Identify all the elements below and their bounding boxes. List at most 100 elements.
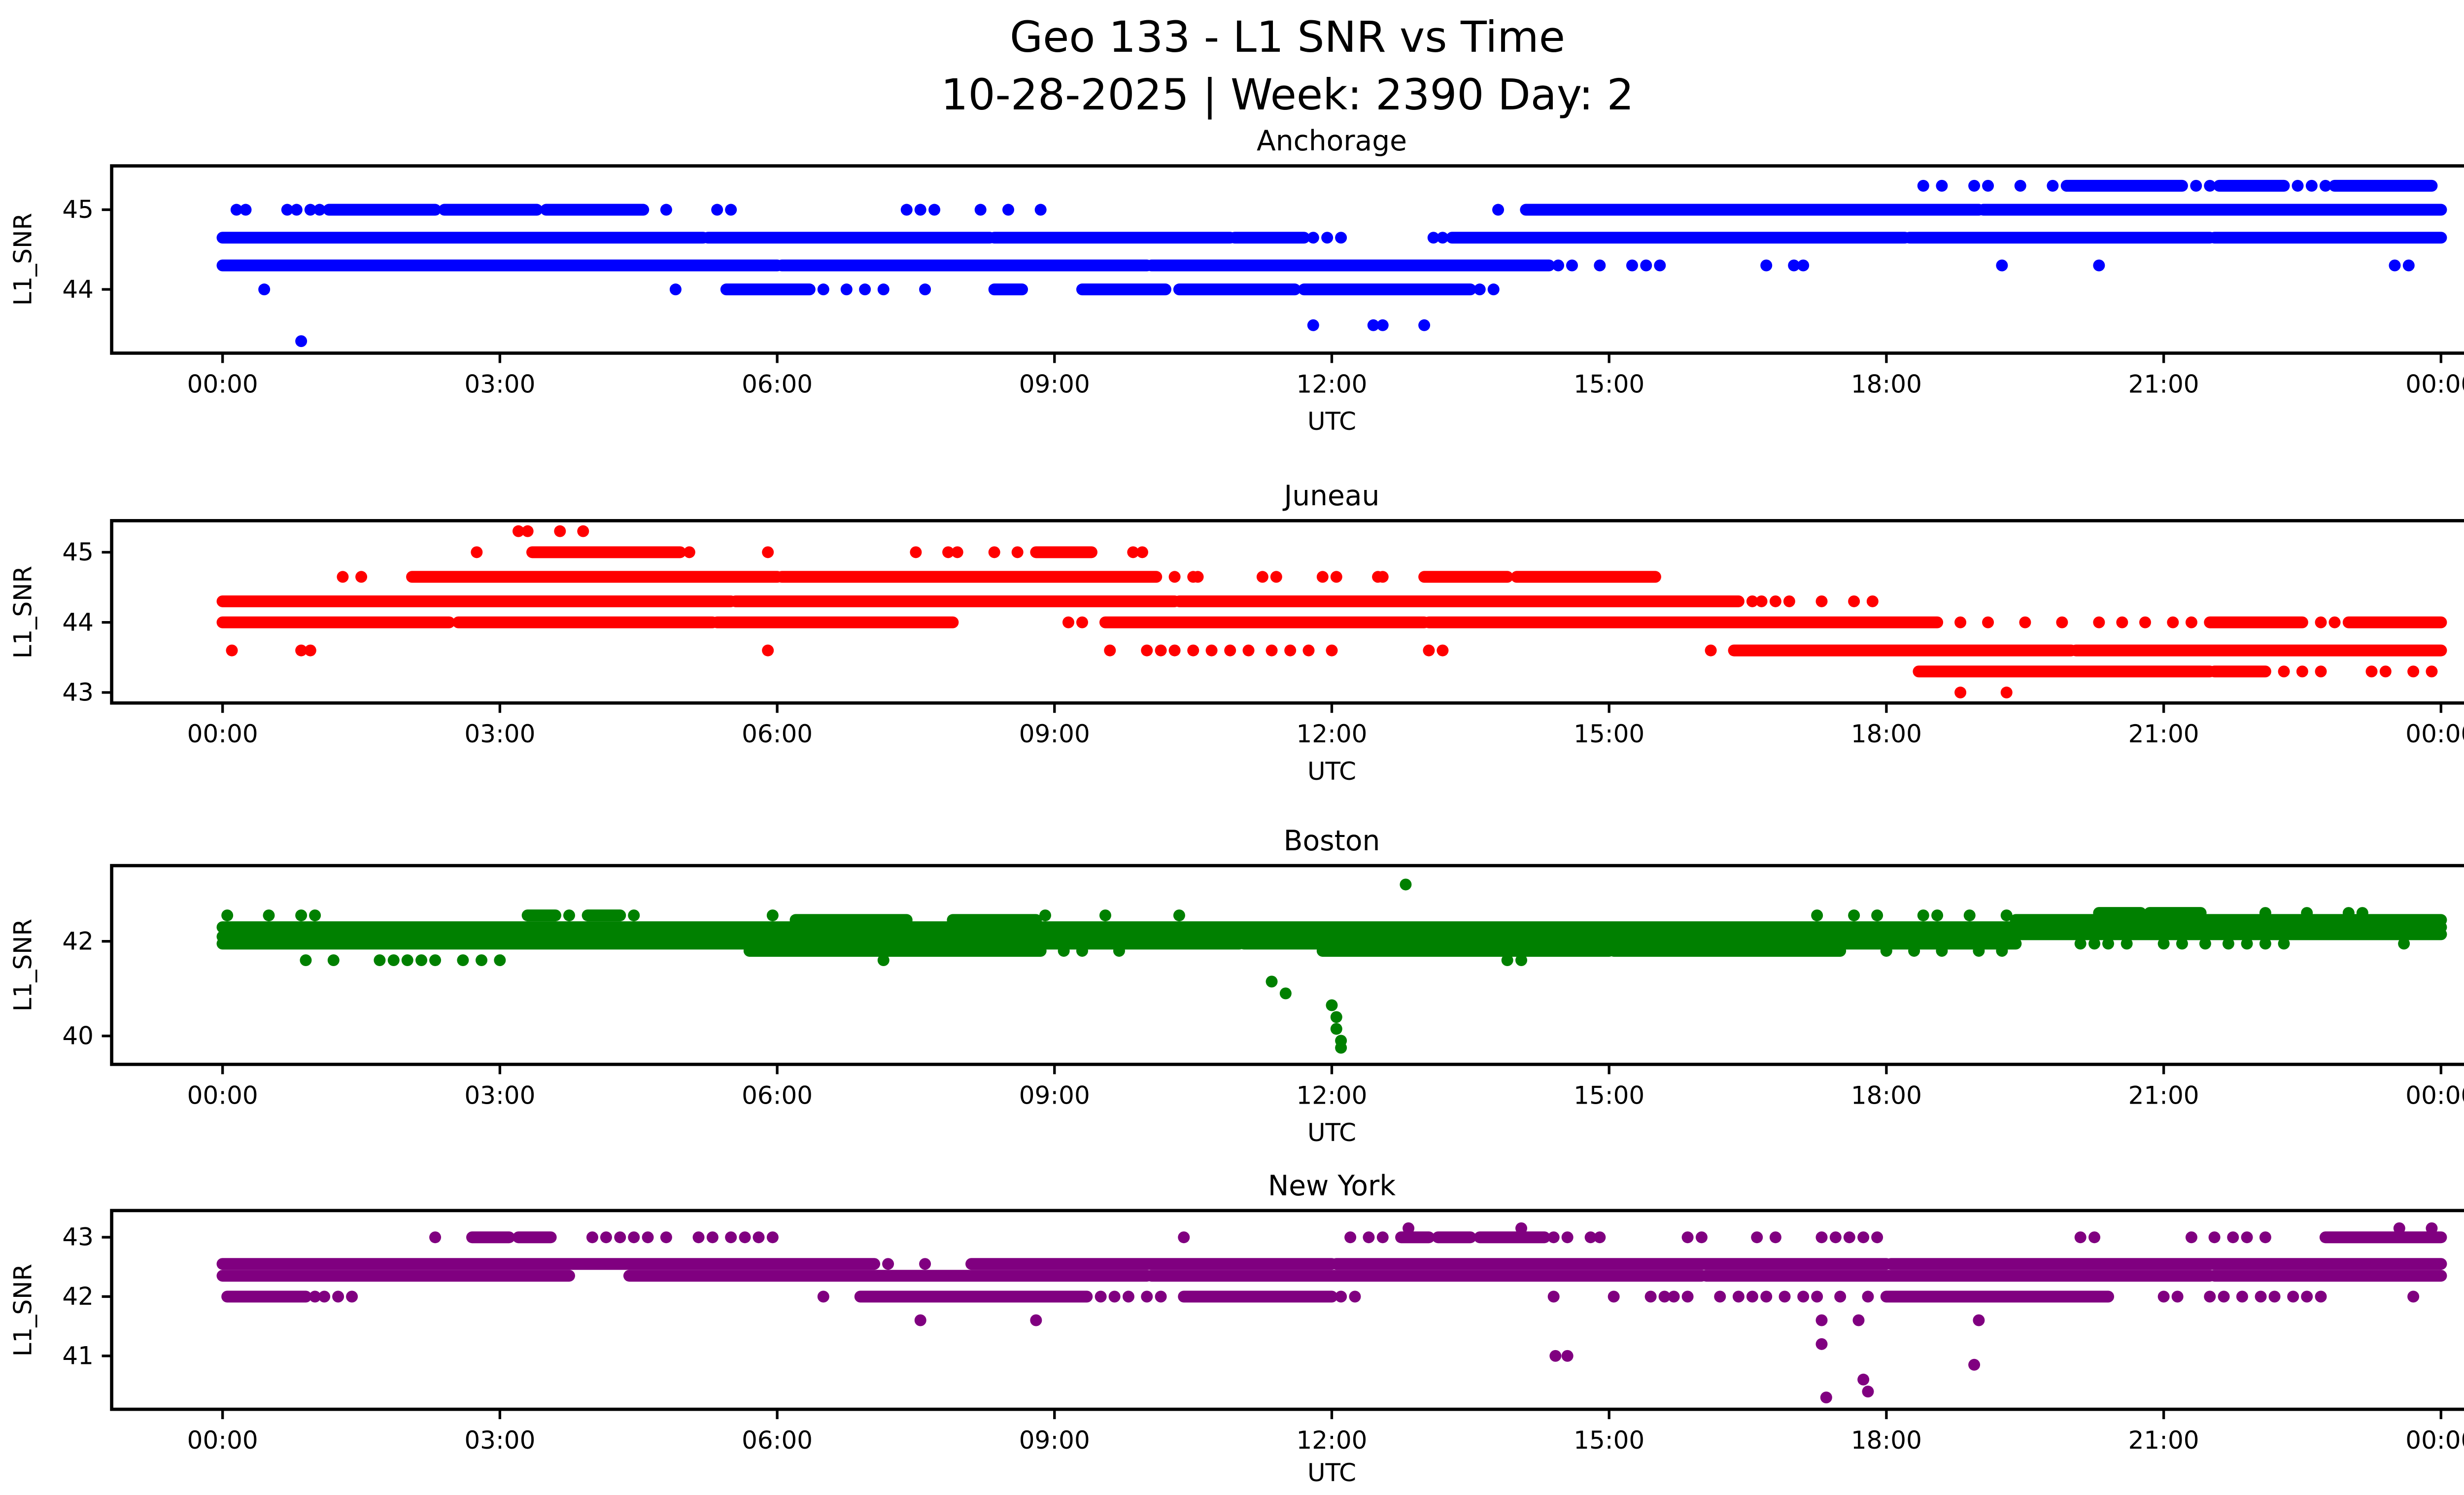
data-point: [2157, 1290, 2170, 1303]
data-point: [221, 909, 234, 922]
panel-juneau: 00:00 03:00 06:00 09:00 12:00 15:00 18:00 21:00…: [62, 519, 2464, 748]
data-point: [1326, 644, 1338, 657]
series-points: [309, 1222, 2438, 1404]
data-point: [309, 1290, 321, 1303]
data-point: [2074, 938, 2087, 950]
data-point: [1192, 571, 1204, 583]
data-point: [1705, 644, 1717, 657]
data-point: [2287, 1290, 2299, 1303]
data-point: [725, 1231, 737, 1244]
data-point: [1968, 1358, 1981, 1371]
data-point: [1811, 909, 1823, 922]
x-tick-label: 06:00: [742, 1081, 813, 1110]
data-point: [2208, 1231, 2221, 1244]
data-point: [1335, 1042, 1347, 1054]
data-point: [2255, 1290, 2267, 1303]
data-point: [2268, 1290, 2281, 1303]
data-point: [2389, 259, 2401, 272]
x-tick-label: 03:00: [464, 720, 535, 748]
data-point: [2296, 665, 2308, 678]
data-point: [766, 909, 779, 922]
data-point: [914, 1314, 926, 1326]
x-tick-label: 15:00: [1574, 720, 1644, 748]
data-point: [1039, 909, 1051, 922]
data-point: [429, 1231, 442, 1244]
data-point: [1307, 319, 1319, 331]
data-point: [877, 283, 890, 296]
x-tick-label: 12:00: [1296, 1426, 1367, 1455]
x-tick-label: 03:00: [464, 1081, 535, 1110]
data-point: [1187, 644, 1199, 657]
data-point: [1815, 1314, 1828, 1326]
data-point: [1760, 259, 1773, 272]
x-tick-label: 18:00: [1851, 1426, 1922, 1455]
panel-title-juneau: Juneau: [1284, 480, 1380, 513]
data-point: [2328, 616, 2341, 628]
data-point: [1335, 1290, 1347, 1303]
data-point: [2315, 616, 2327, 628]
data-point: [1815, 595, 1828, 607]
data-point: [2426, 665, 2438, 678]
data-point: [1760, 1290, 1773, 1303]
data-point: [2102, 938, 2114, 950]
data-point: [2305, 179, 2318, 192]
data-point: [753, 1231, 765, 1244]
data-point: [1815, 1338, 1828, 1350]
data-point: [1746, 595, 1758, 607]
data-point: [919, 1258, 931, 1270]
data-point: [2093, 616, 2105, 628]
data-point: [2121, 938, 2133, 950]
data-point: [281, 204, 293, 216]
data-point: [2222, 938, 2234, 950]
data-point: [1549, 1350, 1562, 1362]
data-point: [600, 1231, 612, 1244]
data-point: [683, 546, 695, 558]
data-point: [1668, 1290, 1680, 1303]
data-point: [387, 954, 400, 967]
data-point: [1344, 1231, 1357, 1244]
data-point: [1751, 1231, 1763, 1244]
data-point: [900, 204, 913, 216]
data-point: [1788, 259, 1800, 272]
data-point: [2259, 938, 2271, 950]
x-tick-label: 06:00: [742, 720, 813, 748]
x-tick-label: 15:00: [1574, 1426, 1644, 1455]
data-point: [415, 954, 428, 967]
data-point: [300, 954, 312, 967]
data-point: [2176, 938, 2188, 950]
data-point: [1427, 232, 1439, 244]
data-point: [2167, 616, 2179, 628]
data-point: [1284, 644, 1297, 657]
data-point: [2116, 616, 2128, 628]
data-point: [2278, 665, 2290, 678]
data-point: [471, 546, 483, 558]
data-point: [1917, 179, 1929, 192]
data-point: [1330, 1011, 1342, 1023]
x-axis-label-anchorage: UTC: [1307, 407, 1357, 436]
data-point: [1437, 644, 1449, 657]
data-point: [2259, 1231, 2271, 1244]
data-point: [1141, 644, 1153, 657]
data-point: [1330, 1023, 1342, 1035]
data-point: [1829, 1231, 1842, 1244]
x-tick-label: 15:00: [1574, 1081, 1644, 1110]
data-point: [1779, 1290, 1791, 1303]
data-point: [1492, 204, 1505, 216]
data-point: [877, 954, 890, 967]
data-point: [263, 909, 275, 922]
data-point: [1755, 595, 1768, 607]
data-point: [1866, 595, 1879, 607]
data-point: [2047, 179, 2059, 192]
panel-title-boston: Boston: [1283, 824, 1380, 857]
x-tick-label: 09:00: [1019, 720, 1090, 748]
data-point: [2236, 1290, 2248, 1303]
data-point: [1640, 259, 1652, 272]
data-point: [1501, 954, 1513, 967]
data-point: [1954, 686, 1967, 698]
data-point: [2301, 907, 2313, 919]
y-tick-label: 44: [62, 608, 94, 636]
data-point: [1155, 1290, 1167, 1303]
y-tick-label: 42: [62, 1282, 94, 1311]
